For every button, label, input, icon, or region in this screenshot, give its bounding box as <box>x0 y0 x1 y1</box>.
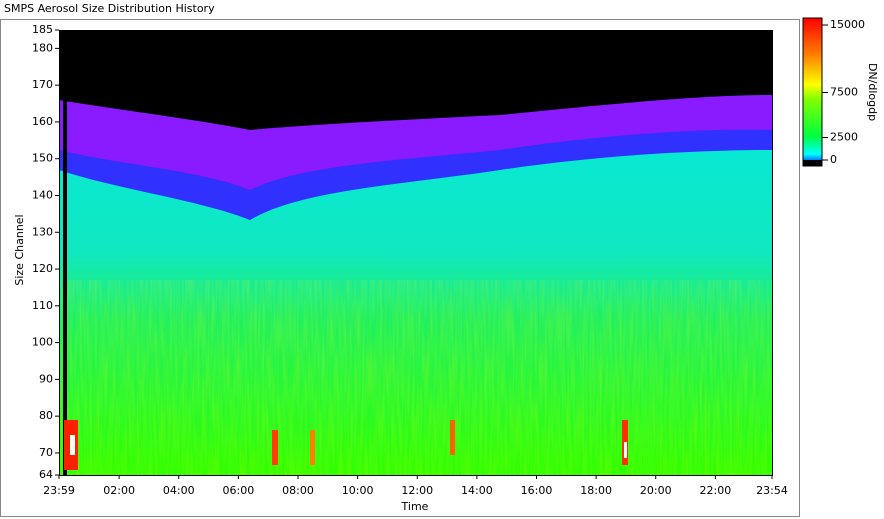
x-tick-label: 10:00 <box>342 484 374 497</box>
y-tick-label: 150 <box>32 152 53 165</box>
y-tick-label: 170 <box>32 78 53 91</box>
y-tick-label: 70 <box>39 446 53 459</box>
x-tick-label: 23:59 <box>43 484 75 497</box>
x-tick-label: 08:00 <box>282 484 314 497</box>
heatmap <box>59 30 772 475</box>
x-tick-label: 12:00 <box>401 484 433 497</box>
y-axis-label: Size Channel <box>13 214 26 285</box>
plot-border <box>59 30 773 476</box>
colorbar <box>802 17 823 167</box>
y-tick-label: 64 <box>39 468 53 481</box>
x-tick-label: 23:54 <box>756 484 788 497</box>
y-tick-label: 140 <box>32 188 53 201</box>
y-tick-label: 130 <box>32 225 53 238</box>
y-tick-label: 160 <box>32 115 53 128</box>
y-tick-label: 100 <box>32 336 53 349</box>
x-tick-label: 06:00 <box>223 484 255 497</box>
x-tick-label: 02:00 <box>103 484 135 497</box>
y-tick-label: 80 <box>39 409 53 422</box>
colorbar-tick-label: 2500 <box>830 131 858 144</box>
x-tick-label: 20:00 <box>640 484 672 497</box>
x-tick-label: 18:00 <box>580 484 612 497</box>
y-tick-label: 120 <box>32 262 53 275</box>
x-axis-label: Time <box>401 500 429 513</box>
x-tick-label: 14:00 <box>461 484 493 497</box>
y-tick-label: 110 <box>32 299 53 312</box>
colorbar-label: DN/dlogdp <box>866 63 879 121</box>
chart-title: SMPS Aerosol Size Distribution History <box>4 2 215 15</box>
y-tick-label: 90 <box>39 372 53 385</box>
colorbar-under <box>803 160 822 166</box>
colorbar-tick-label: 7500 <box>830 86 858 99</box>
colorbar-tick-label: 15000 <box>830 18 865 31</box>
frame <box>0 19 800 517</box>
x-tick-label: 16:00 <box>521 484 553 497</box>
y-tick-label: 180 <box>32 41 53 54</box>
colorbar-tick-label: 0 <box>830 153 837 166</box>
y-tick-label: 185 <box>32 23 53 36</box>
x-tick-label: 22:00 <box>700 484 732 497</box>
x-tick-label: 04:00 <box>163 484 195 497</box>
